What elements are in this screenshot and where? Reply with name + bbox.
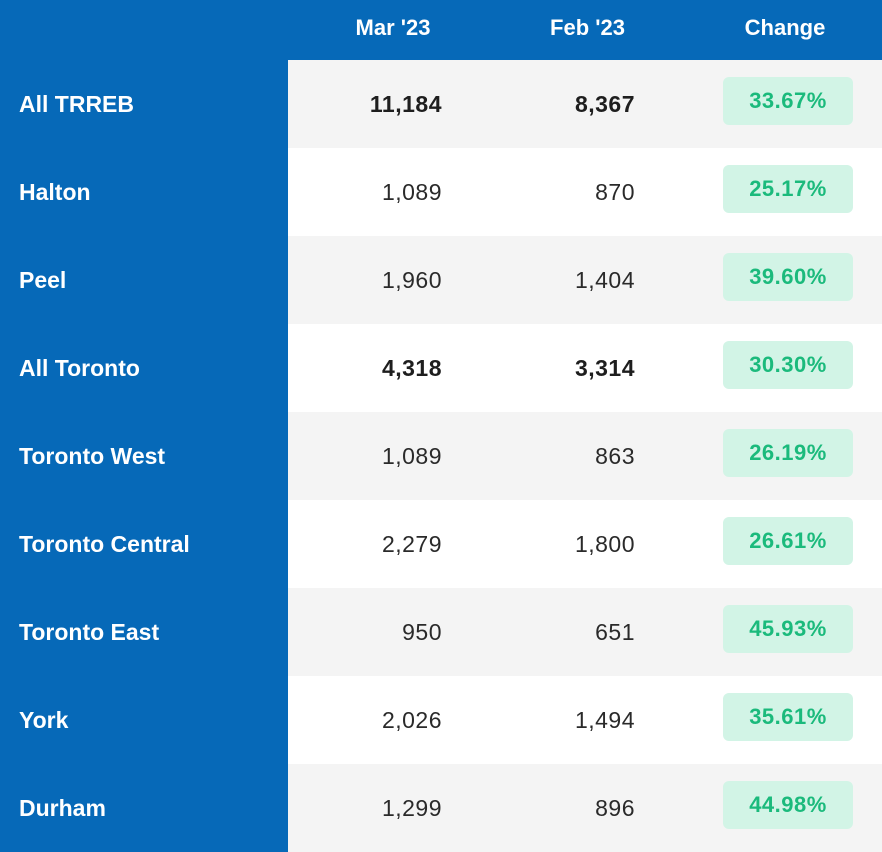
mar-value: 2,279 — [381, 531, 442, 557]
row-cells: 4,318 3,314 30.30% — [288, 324, 882, 412]
region-label: York — [0, 676, 288, 764]
row-cells: 1,089 863 26.19% — [288, 412, 882, 500]
region-label: Toronto West — [0, 412, 288, 500]
feb-value: 1,404 — [574, 267, 635, 293]
change-badge: 45.93% — [723, 605, 853, 653]
row-cells: 1,089 870 25.17% — [288, 148, 882, 236]
feb-value: 1,800 — [574, 531, 635, 557]
mar-value: 1,089 — [381, 179, 442, 205]
change-badge: 39.60% — [723, 253, 853, 301]
change-badge: 33.67% — [723, 77, 853, 125]
row-cells: 1,960 1,404 39.60% — [288, 236, 882, 324]
mar-value: 1,960 — [381, 267, 442, 293]
table-row: All Toronto 4,318 3,314 30.30% — [0, 324, 882, 412]
region-label: All Toronto — [0, 324, 288, 412]
header-change: Change — [744, 15, 826, 40]
mar-value: 4,318 — [381, 355, 442, 381]
table-row: Toronto East 950 651 45.93% — [0, 588, 882, 676]
region-label: Peel — [0, 236, 288, 324]
mar-value: 2,026 — [381, 707, 442, 733]
region-label: Toronto East — [0, 588, 288, 676]
mar-value: 1,089 — [381, 443, 442, 469]
table-row: Halton 1,089 870 25.17% — [0, 148, 882, 236]
mar-value: 950 — [402, 619, 442, 645]
table-row: Durham 1,299 896 44.98% — [0, 764, 882, 852]
table-row: York 2,026 1,494 35.61% — [0, 676, 882, 764]
change-badge: 44.98% — [723, 781, 853, 829]
table-header: Mar '23 Feb '23 Change — [0, 0, 882, 64]
mar-value: 1,299 — [381, 795, 442, 821]
feb-value: 870 — [595, 179, 635, 205]
feb-value: 3,314 — [574, 355, 635, 381]
table-row: Peel 1,960 1,404 39.60% — [0, 236, 882, 324]
change-badge: 35.61% — [723, 693, 853, 741]
row-cells: 1,299 896 44.98% — [288, 764, 882, 852]
change-badge: 30.30% — [723, 341, 853, 389]
feb-value: 651 — [595, 619, 635, 645]
feb-value: 1,494 — [574, 707, 635, 733]
row-cells: 2,279 1,800 26.61% — [288, 500, 882, 588]
table-row: Toronto West 1,089 863 26.19% — [0, 412, 882, 500]
table-row: All TRREB 11,184 8,367 33.67% — [0, 60, 882, 148]
feb-value: 8,367 — [574, 91, 635, 117]
header-feb-23: Feb '23 — [550, 15, 625, 40]
mar-value: 11,184 — [369, 91, 442, 117]
change-badge: 26.61% — [723, 517, 853, 565]
row-cells: 950 651 45.93% — [288, 588, 882, 676]
region-label: Toronto Central — [0, 500, 288, 588]
table-row: Toronto Central 2,279 1,800 26.61% — [0, 500, 882, 588]
feb-value: 863 — [595, 443, 635, 469]
row-cells: 11,184 8,367 33.67% — [288, 60, 882, 148]
change-badge: 25.17% — [723, 165, 853, 213]
region-label: Durham — [0, 764, 288, 852]
header-mar-23: Mar '23 — [355, 15, 431, 40]
region-label: Halton — [0, 148, 288, 236]
change-badge: 26.19% — [723, 429, 853, 477]
region-label: All TRREB — [0, 60, 288, 148]
feb-value: 896 — [595, 795, 635, 821]
row-cells: 2,026 1,494 35.61% — [288, 676, 882, 764]
